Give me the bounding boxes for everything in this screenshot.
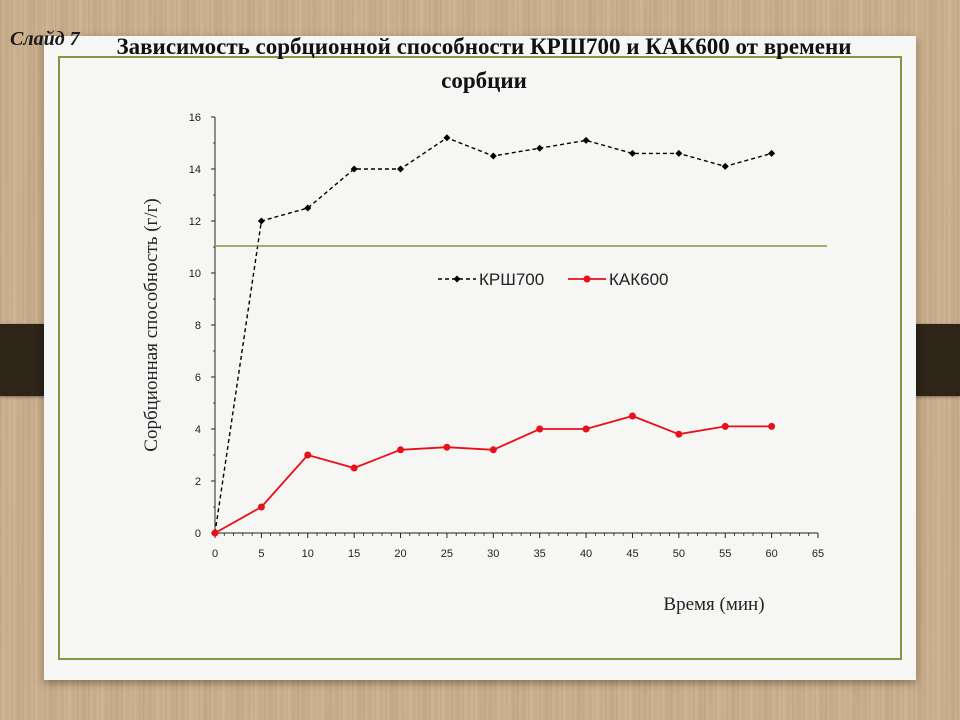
data-point	[257, 503, 265, 511]
x-tick-label: 30	[487, 548, 499, 560]
data-point	[721, 162, 729, 170]
y-tick-label: 10	[189, 268, 201, 280]
x-axis-label: Время (мин)	[663, 594, 764, 615]
data-point	[257, 217, 265, 225]
data-point	[443, 134, 451, 142]
data-point	[675, 430, 683, 438]
x-tick-label: 45	[626, 548, 638, 560]
data-point	[721, 422, 729, 430]
y-tick-label: 4	[195, 424, 201, 436]
slide-paper	[44, 36, 916, 680]
data-point	[536, 144, 544, 152]
data-point	[768, 149, 776, 157]
y-axis-label: Сорбционная способность (г/г)	[141, 198, 162, 451]
series-line	[214, 137, 772, 534]
data-point	[443, 443, 451, 451]
data-point	[489, 446, 497, 454]
data-point	[675, 149, 683, 157]
slide-title: Зависимость сорбционной способности КРШ7…	[116, 34, 852, 93]
x-tick-label: 35	[534, 548, 546, 560]
data-point	[397, 446, 405, 454]
y-tick-label: 0	[195, 528, 201, 540]
legend-marker	[453, 275, 461, 283]
chart-legend: КРШ700 КАК600	[438, 270, 669, 289]
y-tick-label: 8	[195, 320, 201, 332]
data-point	[628, 149, 636, 157]
data-point	[582, 425, 590, 433]
legend-entry: КРШ700	[438, 270, 544, 289]
x-tick-label: 5	[258, 548, 264, 560]
x-tick-label: 40	[580, 548, 592, 560]
chart-axes: 0 5 10 15 20 25 30 35 40 45 50 55 60 65 0 2 4 6 8 10 12 14 16	[189, 112, 824, 560]
series-2	[211, 412, 776, 537]
x-tick-label: 15	[348, 548, 360, 560]
data-point	[536, 425, 544, 433]
x-tick-label: 50	[673, 548, 685, 560]
x-tick-label: 65	[812, 548, 824, 560]
series-line	[214, 415, 772, 534]
y-tick-label: 12	[189, 216, 201, 228]
data-point	[397, 165, 405, 173]
chart-series-layer	[211, 134, 776, 537]
x-tick-label: 10	[302, 548, 314, 560]
y-tick-label: 14	[189, 164, 201, 176]
data-point	[489, 152, 497, 160]
legend-label: КРШ700	[479, 270, 544, 289]
legend-entry: КАК600	[568, 270, 669, 289]
data-point	[304, 451, 312, 459]
green-frame	[58, 56, 902, 660]
data-point	[350, 165, 358, 173]
x-tick-label: 25	[441, 548, 453, 560]
data-point	[582, 136, 590, 144]
y-tick-label: 16	[189, 112, 201, 124]
data-point	[304, 204, 312, 212]
legend-marker	[583, 275, 591, 283]
y-tick-label: 6	[195, 372, 201, 384]
data-point	[211, 529, 219, 537]
data-point	[768, 422, 776, 430]
legend-label: КАК600	[609, 270, 669, 289]
data-point	[350, 464, 358, 472]
x-tick-label: 20	[394, 548, 406, 560]
slide-number-label: Слайд 7	[10, 28, 80, 50]
data-point	[628, 412, 636, 420]
x-tick-label: 0	[212, 548, 218, 560]
x-tick-label: 55	[719, 548, 731, 560]
y-tick-label: 2	[195, 476, 201, 488]
x-tick-label: 60	[765, 548, 777, 560]
series-1	[211, 134, 776, 537]
